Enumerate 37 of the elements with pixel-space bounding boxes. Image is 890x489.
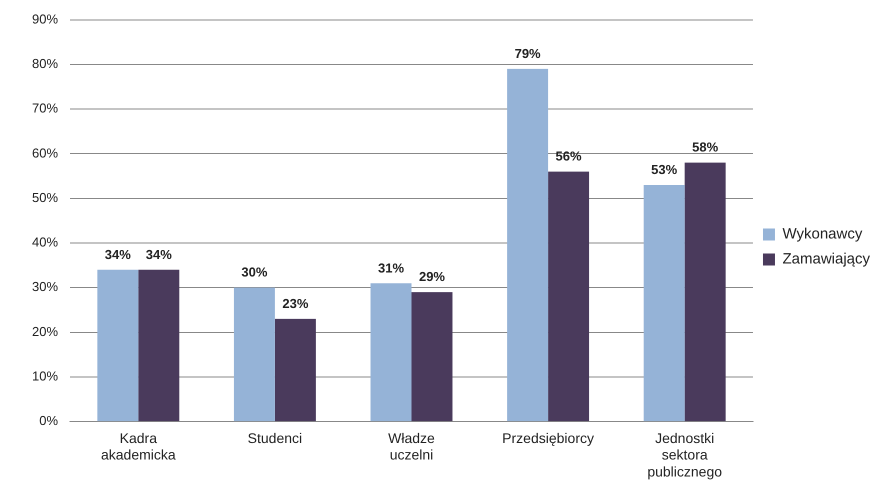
- bar: [684, 162, 726, 422]
- bar: [548, 172, 590, 422]
- bar: [234, 288, 275, 422]
- x-tick-label: Kadra akademicka: [100, 430, 176, 463]
- bar: [644, 184, 685, 422]
- data-label: 34%: [104, 246, 132, 262]
- y-tick-label: 90%: [32, 11, 58, 26]
- x-tick-label: Przedsiębiorcy: [502, 430, 594, 446]
- bar: [370, 283, 412, 422]
- data-label: 53%: [651, 162, 678, 178]
- x-tick-label: Studenci: [248, 430, 302, 446]
- x-tick-label: Władze uczelni: [388, 430, 436, 463]
- data-label: 34%: [146, 246, 172, 262]
- bar: [412, 292, 452, 422]
- y-tick-label: 80%: [32, 56, 58, 72]
- legend-label: Zamawiający: [782, 250, 870, 268]
- y-tick-label: 10%: [32, 368, 58, 384]
- data-label: 23%: [282, 296, 309, 311]
- y-tick-label: 70%: [32, 100, 58, 116]
- y-tick-label: 0%: [39, 413, 58, 428]
- y-tick-label: 30%: [32, 279, 58, 294]
- data-label: 79%: [514, 46, 542, 61]
- bar: [138, 270, 180, 422]
- data-label: 30%: [241, 264, 268, 280]
- bar: [97, 270, 138, 422]
- data-label: 56%: [556, 148, 582, 164]
- y-tick-label: 40%: [32, 234, 58, 250]
- x-tick-label: Jednostki sektora publicznego: [647, 430, 722, 480]
- data-label: 29%: [418, 269, 446, 284]
- legend-label: Wykonawcy: [782, 226, 863, 243]
- data-label: 31%: [378, 260, 404, 276]
- bar: [274, 318, 316, 422]
- y-tick-label: 20%: [32, 324, 58, 339]
- bar: [507, 68, 548, 422]
- y-tick-label: 50%: [32, 190, 58, 205]
- data-label: 58%: [692, 140, 719, 155]
- y-tick-label: 60%: [32, 145, 58, 160]
